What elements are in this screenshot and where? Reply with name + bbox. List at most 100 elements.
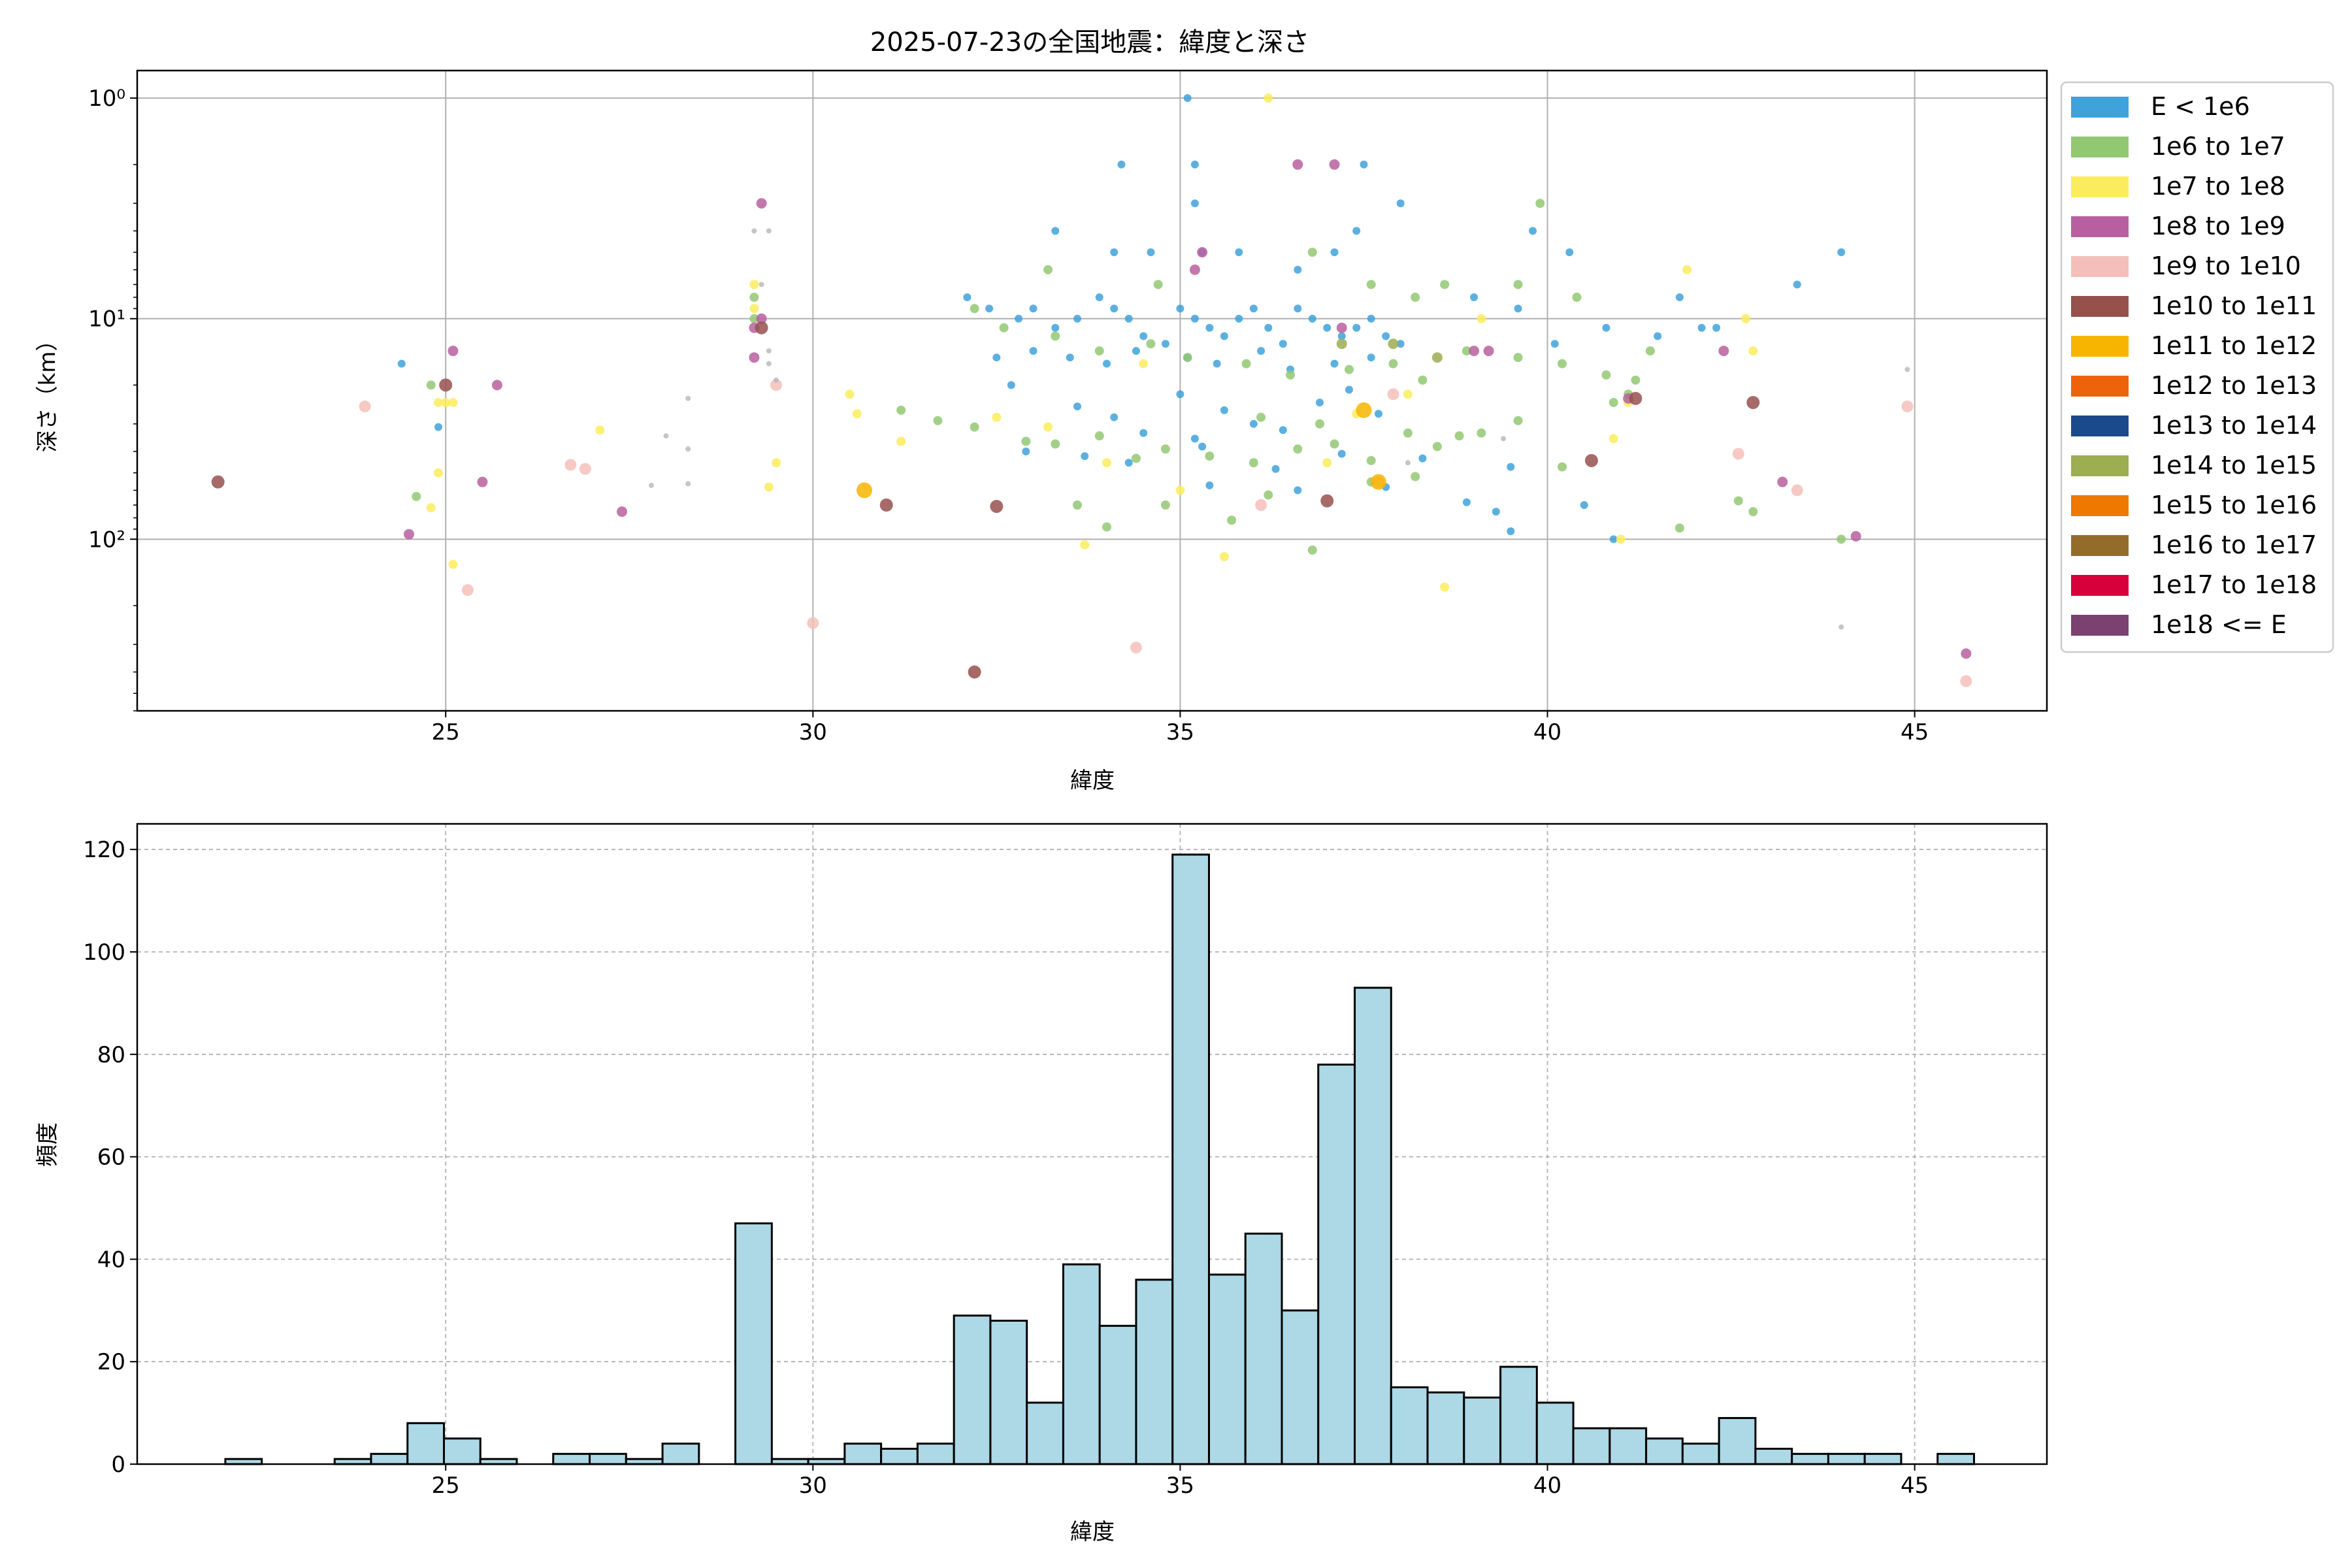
scatter-point [1176,304,1184,313]
scatter-point [1102,359,1111,368]
legend-label: E < 1e6 [2151,92,2250,121]
scatter-point [426,503,436,513]
scatter-point [1837,534,1846,544]
scatter-point [1279,426,1287,434]
scatter-point [1189,264,1200,275]
scatter-point [749,280,759,289]
scatter-point [1629,391,1642,405]
legend-swatch [2071,336,2129,357]
scatter-point [1094,431,1104,441]
scatter-points [211,93,1972,687]
scatter-point [1396,199,1405,208]
scatter-point [1307,248,1317,257]
scatter-point [1352,227,1361,235]
scatter-point [1631,375,1641,385]
scatter-point [1102,522,1111,532]
scatter-point [1146,339,1156,349]
scatter-point [1838,624,1844,630]
scatter-point [756,198,767,209]
histogram-bar [1317,1063,1356,1465]
legend-label: 1e12 to 1e13 [2151,371,2317,400]
scatter-point [1382,332,1390,340]
scatter-point [448,559,458,569]
scatter-point [985,304,994,313]
scatter-point [1432,442,1442,451]
scatter-point [1462,498,1471,506]
scatter-point [1051,227,1060,235]
scatter-point [1264,490,1273,500]
scatter-point [1249,419,1258,428]
scatter-point [1674,523,1684,533]
histogram-bar [1098,1324,1137,1465]
scatter-point [1741,314,1751,323]
legend-frame [2060,81,2334,653]
scatter-point [1007,381,1015,389]
scatter-point [1791,484,1803,497]
scatter-point [1255,499,1267,512]
scatter-y-tick-label: 10² [88,527,125,553]
scatter-point [1073,500,1083,510]
histogram-y-tick-label: 20 [97,1349,125,1375]
scatter-point [1161,340,1169,348]
scatter-point [1294,304,1302,313]
scatter-point [1139,359,1149,368]
scatter-point [755,321,768,335]
scatter-y-tick-label: 10¹ [88,306,125,333]
scatter-point [1139,429,1148,437]
scatter-point [1609,398,1618,408]
scatter-point [1961,648,1972,659]
scatter-point [845,389,855,399]
legend-swatch [2071,176,2129,197]
histogram-y-tick-label: 100 [83,939,125,966]
scatter-point [1654,332,1662,340]
scatter-point [1507,463,1515,471]
scatter-point [1388,359,1398,368]
scatter-point [1205,323,1214,332]
scatter-point [1360,160,1368,169]
scatter-point [933,416,943,425]
scatter-point [1117,160,1126,169]
scatter-point [1904,367,1910,372]
scatter-point [1190,314,1199,323]
histogram-bar [370,1452,409,1465]
scatter-point [663,433,669,439]
histogram-bar [916,1443,955,1465]
scatter-point [1264,323,1273,332]
scatter-point [1418,375,1428,385]
scatter-point [1370,474,1386,490]
scatter-point [1220,406,1228,414]
scatter-point [1470,293,1478,302]
legend-label: 1e16 to 1e17 [2151,531,2317,559]
scatter-point [1601,370,1611,380]
scatter-point [1147,248,1155,257]
scatter-point [1337,449,1346,458]
histogram-bar [1827,1452,1866,1465]
scatter-point [1241,359,1251,368]
scatter-point [1220,332,1228,340]
histogram-y-tick-label: 0 [111,1452,125,1478]
scatter-point [1535,199,1545,208]
scatter-point [1198,442,1207,451]
scatter-point [1454,431,1464,441]
scatter-point [359,400,371,413]
scatter-point [751,228,757,234]
histogram-bar [442,1437,482,1465]
scatter-point [1580,501,1588,510]
scatter-point [1565,248,1574,257]
scatter-x-tick-label: 45 [1901,719,1929,745]
scatter-point [1732,448,1744,460]
scatter-point [1403,389,1413,399]
scatter-point [1235,314,1243,323]
scatter-point [1850,531,1861,542]
chart-title: 2025-07-23の全国地震：緯度と深さ [870,27,1309,57]
scatter-point [1469,346,1480,357]
scatter-point [807,617,819,629]
scatter-point [1176,390,1184,399]
scatter-point [1227,515,1237,525]
legend-swatch [2071,535,2129,556]
scatter-point [1183,353,1192,363]
scatter-point [1746,396,1760,410]
histogram-bar [1244,1232,1283,1465]
histogram-bar [1535,1401,1575,1465]
